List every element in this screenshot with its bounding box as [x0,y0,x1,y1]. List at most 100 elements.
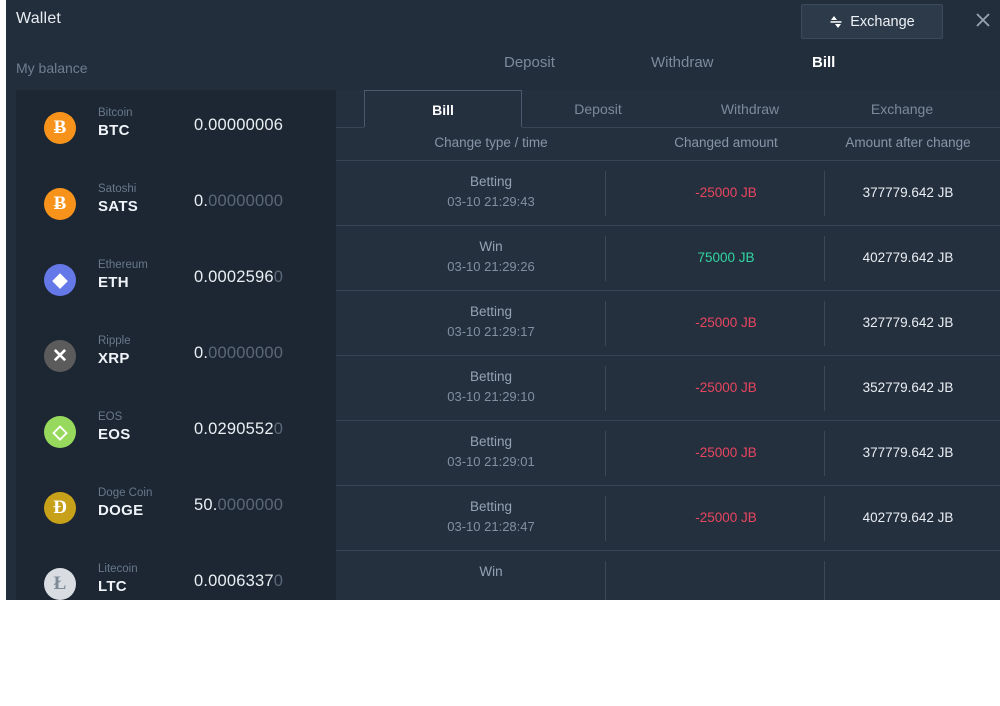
list-item[interactable]: Ƀ Satoshi SATS 0.00000000 [16,166,336,242]
table-row[interactable]: Betting 03-10 21:29:10 -25000 JB 352779.642… [336,355,1000,420]
coin-name-block: Litecoin LTC [98,562,138,597]
cell-change-type: Betting 03-10 21:29:10 [356,367,626,407]
list-item[interactable]: Ƀ Bitcoin BTC 0.00000006 [16,90,336,166]
wallet-dialog: Wallet Exchange My balance Deposit Withd… [6,0,1000,600]
column-divider [605,366,606,411]
cell-changed-amount: -25000 JB [695,185,757,200]
coin-name-block: Satoshi SATS [98,182,138,217]
my-balance-label: My balance [16,60,88,76]
cell-changed-amount: -25000 JB [695,445,757,460]
coin-balance: 0.00000006 [194,116,284,134]
coin-balance: 50.0000000 [194,496,284,514]
dogecoin-icon: Ð [44,492,76,524]
cell-amount-after: 377779.642 JB [862,185,954,200]
column-divider [824,366,825,411]
table-row[interactable]: Betting 03-10 21:29:17 -25000 JB 327779.642… [336,290,1000,355]
coin-full-name: EOS [98,411,123,423]
tab-exchange[interactable]: Exchange [870,101,934,117]
table-row[interactable]: Betting 03-10 21:28:47 -25000 JB 402779.642… [336,485,1000,550]
tabs-underline [336,127,1000,128]
balance-sidebar: Ƀ Bitcoin BTC 0.00000006 Ƀ Satoshi SATS 0.00000… [16,90,336,600]
column-divider [824,171,825,216]
swap-vertical-icon [829,15,843,29]
ripple-icon: ✕ [44,340,76,372]
coin-symbol: EOS [98,426,131,443]
coin-name-block: Ethereum ETH [98,258,148,293]
list-item[interactable]: ◆ Ethereum ETH 0.00025960 [16,242,336,318]
cell-changed-amount: -25000 JB [695,510,757,525]
column-divider [605,431,606,476]
topnav-item-deposit[interactable]: Deposit [504,54,555,71]
coin-balance: 0.00063370 [194,572,284,590]
list-item[interactable]: ◇ EOS EOS 0.02905520 [16,394,336,470]
coin-full-name: Ripple [98,335,131,347]
change-type-text: Betting [469,369,513,384]
coin-full-name: Litecoin [98,563,138,575]
cell-amount-after: 377779.642 JB [862,445,954,460]
coin-symbol: LTC [98,578,127,595]
coin-balance: 0.02905520 [194,420,284,438]
change-type-text: Betting [469,499,513,514]
column-header-change-type: Change type / time [434,135,548,150]
cell-change-type: Betting 03-10 21:28:47 [356,497,626,537]
exchange-button[interactable]: Exchange [801,4,943,39]
satoshi-icon: Ƀ [44,188,76,220]
change-time-text: 03-10 21:29:43 [447,194,535,209]
coin-balance: 0.00000000 [194,192,284,210]
column-header-changed-amount: Changed amount [674,135,778,150]
cell-changed-amount: -25000 JB [695,315,757,330]
cell-amount-after: 402779.642 JB [862,250,954,265]
coin-symbol: DOGE [98,502,144,519]
cell-amount-after: 402779.642 JB [862,510,954,525]
cell-changed-amount: -25000 JB [695,380,757,395]
change-type-text: Win [479,564,503,579]
topnav-item-withdraw[interactable]: Withdraw [651,54,714,71]
coin-full-name: Satoshi [98,183,137,195]
table-row[interactable]: Win 03-10 21:29:26 75000 JB 402779.642 JB [336,225,1000,290]
litecoin-icon: Ł [44,568,76,600]
coin-full-name: Doge Coin [98,487,153,499]
eos-icon: ◇ [44,416,76,448]
list-item[interactable]: Ł Litecoin LTC 0.00063370 [16,546,336,600]
tab-withdraw[interactable]: Withdraw [720,101,780,117]
coin-name-block: Bitcoin BTC [98,106,133,141]
cell-change-type: Betting 03-10 21:29:17 [356,302,626,342]
change-time-text: 03-10 21:29:01 [447,454,535,469]
coin-full-name: Bitcoin [98,107,133,119]
tab-deposit[interactable]: Deposit [574,101,622,117]
coin-name-block: EOS EOS [98,410,131,445]
coin-balance: 0.00025960 [194,268,284,286]
column-divider [824,496,825,541]
panel-tabs: Bill Deposit Withdraw Exchange [336,90,1000,128]
close-icon[interactable] [971,8,995,32]
list-item[interactable]: Ð Doge Coin DOGE 50.0000000 [16,470,336,546]
coin-name-block: Doge Coin DOGE [98,486,152,521]
coin-symbol: XRP [98,350,130,367]
cell-change-type: Betting 03-10 21:29:01 [356,432,626,472]
cell-changed-amount: 75000 JB [697,250,755,265]
table-column-headers: Change type / time Changed amount Amount… [336,128,1000,160]
tab-bill[interactable]: Bill [364,90,522,128]
page-title: Wallet [16,10,62,27]
change-time-text: 03-10 21:29:26 [447,259,535,274]
coin-full-name: Ethereum [98,259,148,271]
column-divider [824,431,825,476]
column-divider [605,171,606,216]
top-nav: Deposit Withdraw Bill [336,41,1000,90]
topnav-item-bill[interactable]: Bill [812,54,836,71]
list-item[interactable]: ✕ Ripple XRP 0.00000000 [16,318,336,394]
cell-change-type: Win 03-10 21:29:26 [356,237,626,277]
table-row[interactable]: Betting 03-10 21:29:43 -25000 JB 377779.642… [336,160,1000,225]
coin-symbol: ETH [98,274,129,291]
bill-panel: Bill Deposit Withdraw Exchange Change ty… [336,90,1000,600]
table-row[interactable]: Betting 03-10 21:29:01 -25000 JB 377779.642… [336,420,1000,485]
change-type-text: Betting [469,304,513,319]
coin-name-block: Ripple XRP [98,334,131,369]
exchange-button-label: Exchange [850,13,915,30]
column-divider [824,301,825,346]
column-divider [605,561,606,600]
cell-change-type: Betting 03-10 21:29:43 [356,172,626,212]
bill-table[interactable]: Betting 03-10 21:29:43 -25000 JB 377779.642… [336,160,1000,600]
change-time-text: 03-10 21:29:17 [447,324,535,339]
table-row[interactable]: Win [336,550,1000,600]
